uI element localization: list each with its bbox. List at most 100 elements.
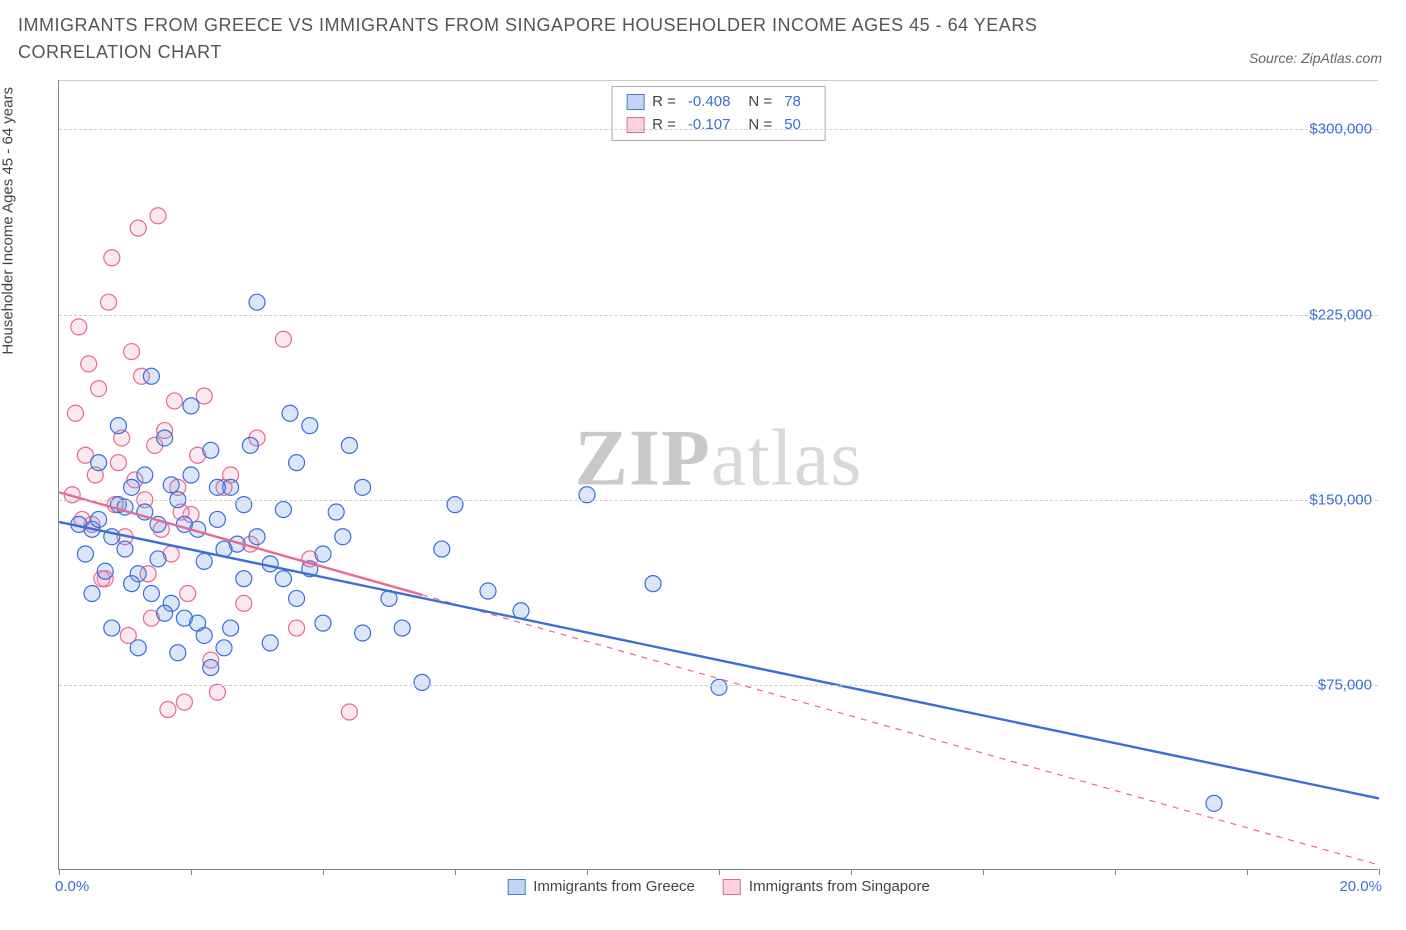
data-point bbox=[143, 586, 159, 602]
data-point bbox=[170, 645, 186, 661]
data-point bbox=[91, 381, 107, 397]
data-point bbox=[414, 674, 430, 690]
data-point bbox=[275, 331, 291, 347]
data-point bbox=[104, 620, 120, 636]
gridline bbox=[59, 315, 1378, 316]
data-point bbox=[176, 694, 192, 710]
data-point bbox=[101, 294, 117, 310]
data-point bbox=[434, 541, 450, 557]
data-point bbox=[242, 437, 258, 453]
data-point bbox=[117, 541, 133, 557]
swatch-blue-icon bbox=[626, 94, 644, 110]
x-tick bbox=[455, 869, 456, 875]
data-point bbox=[328, 504, 344, 520]
x-tick bbox=[1379, 869, 1380, 875]
stats-legend: R =-0.408 N =78 R =-0.107 N =50 bbox=[611, 86, 826, 141]
data-point bbox=[216, 640, 232, 656]
data-point bbox=[236, 571, 252, 587]
data-point bbox=[203, 442, 219, 458]
data-point bbox=[124, 479, 140, 495]
series-legend: Immigrants from Greece Immigrants from S… bbox=[507, 878, 930, 895]
data-point bbox=[157, 605, 173, 621]
data-point bbox=[190, 615, 206, 631]
data-point bbox=[124, 344, 140, 360]
data-point bbox=[341, 437, 357, 453]
x-tick bbox=[191, 869, 192, 875]
data-point bbox=[183, 398, 199, 414]
data-point bbox=[97, 563, 113, 579]
data-point bbox=[289, 590, 305, 606]
trend-line bbox=[59, 522, 1379, 799]
data-point bbox=[249, 294, 265, 310]
data-point bbox=[645, 576, 661, 592]
data-point bbox=[196, 553, 212, 569]
data-point bbox=[275, 571, 291, 587]
data-point bbox=[150, 208, 166, 224]
swatch-pink-icon bbox=[723, 879, 741, 895]
data-point bbox=[335, 529, 351, 545]
data-point bbox=[275, 502, 291, 518]
x-tick bbox=[851, 869, 852, 875]
swatch-blue-icon bbox=[507, 879, 525, 895]
y-tick-label: $300,000 bbox=[1282, 121, 1382, 138]
gridline bbox=[59, 685, 1378, 686]
y-tick-label: $75,000 bbox=[1282, 676, 1382, 693]
data-point bbox=[341, 704, 357, 720]
data-point bbox=[68, 405, 84, 421]
data-point bbox=[71, 319, 87, 335]
stats-row-greece: R =-0.408 N =78 bbox=[626, 91, 811, 114]
x-tick bbox=[719, 869, 720, 875]
data-point bbox=[84, 586, 100, 602]
y-axis-label: Householder Income Ages 45 - 64 years bbox=[0, 87, 17, 355]
stats-row-singapore: R =-0.107 N =50 bbox=[626, 114, 811, 137]
x-tick bbox=[1115, 869, 1116, 875]
data-point bbox=[394, 620, 410, 636]
data-point bbox=[209, 684, 225, 700]
data-point bbox=[130, 220, 146, 236]
data-point bbox=[196, 388, 212, 404]
data-point bbox=[167, 393, 183, 409]
x-tick bbox=[587, 869, 588, 875]
data-point bbox=[157, 430, 173, 446]
data-point bbox=[289, 620, 305, 636]
x-tick bbox=[323, 869, 324, 875]
data-point bbox=[480, 583, 496, 599]
chart-container: Householder Income Ages 45 - 64 years ZI… bbox=[18, 80, 1388, 870]
data-point bbox=[209, 479, 225, 495]
y-tick-label: $150,000 bbox=[1282, 491, 1382, 508]
x-min-label: 0.0% bbox=[55, 878, 89, 895]
data-point bbox=[315, 615, 331, 631]
data-point bbox=[236, 595, 252, 611]
scatter-svg bbox=[59, 80, 1378, 869]
data-point bbox=[163, 477, 179, 493]
data-point bbox=[91, 511, 107, 527]
data-point bbox=[124, 576, 140, 592]
data-point bbox=[143, 368, 159, 384]
data-point bbox=[110, 455, 126, 471]
data-point bbox=[130, 640, 146, 656]
data-point bbox=[183, 467, 199, 483]
data-point bbox=[355, 479, 371, 495]
data-point bbox=[81, 356, 97, 372]
data-point bbox=[262, 635, 278, 651]
data-point bbox=[223, 620, 239, 636]
legend-item-greece: Immigrants from Greece bbox=[507, 878, 695, 895]
data-point bbox=[355, 625, 371, 641]
plot-area: ZIPatlas R =-0.408 N =78 R =-0.107 N =50… bbox=[58, 80, 1378, 870]
data-point bbox=[137, 467, 153, 483]
data-point bbox=[711, 679, 727, 695]
source-attribution: Source: ZipAtlas.com bbox=[1249, 50, 1382, 66]
data-point bbox=[282, 405, 298, 421]
data-point bbox=[110, 418, 126, 434]
y-tick-label: $225,000 bbox=[1282, 306, 1382, 323]
x-max-label: 20.0% bbox=[1339, 878, 1382, 895]
gridline bbox=[59, 500, 1378, 501]
data-point bbox=[160, 702, 176, 718]
data-point bbox=[180, 586, 196, 602]
data-point bbox=[302, 418, 318, 434]
data-point bbox=[1206, 795, 1222, 811]
trend-line-extrapolated bbox=[422, 595, 1379, 865]
data-point bbox=[315, 546, 331, 562]
data-point bbox=[150, 551, 166, 567]
x-tick bbox=[1247, 869, 1248, 875]
